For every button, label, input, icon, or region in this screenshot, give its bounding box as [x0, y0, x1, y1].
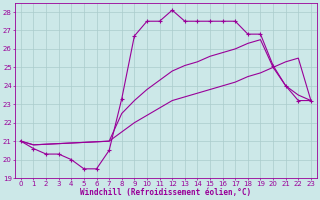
X-axis label: Windchill (Refroidissement éolien,°C): Windchill (Refroidissement éolien,°C): [80, 188, 252, 197]
